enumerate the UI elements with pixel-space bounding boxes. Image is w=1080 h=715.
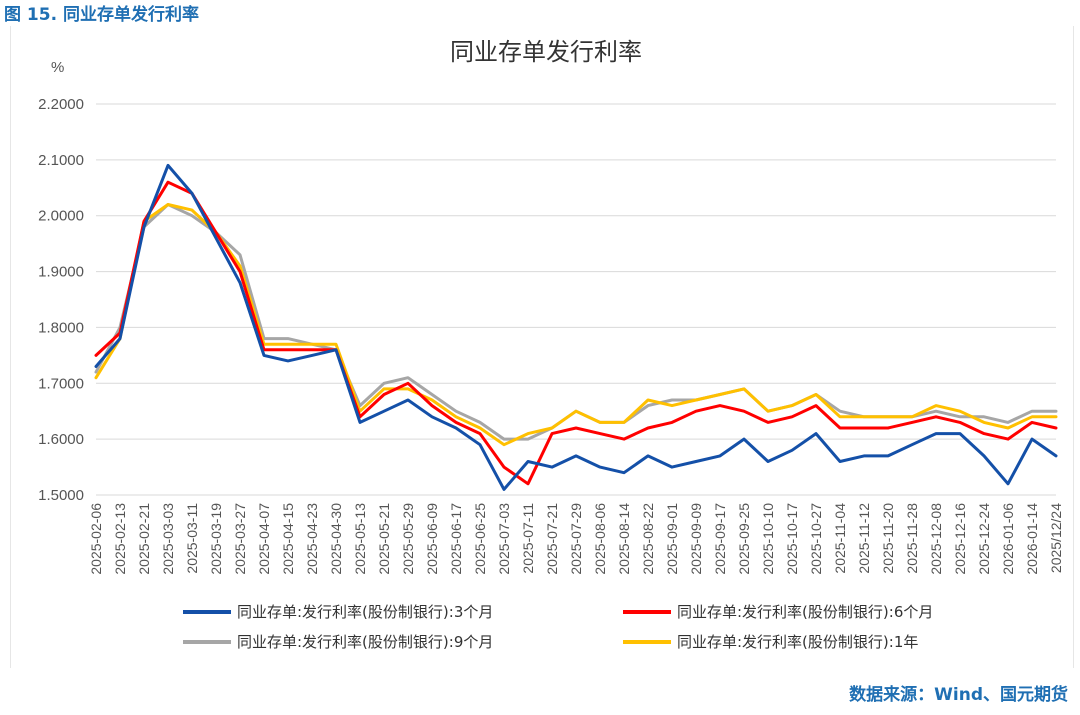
x-tick-label: 2025-02-06 [88,503,104,575]
legend-label: 同业存单:发行利率(股份制银行):6个月 [677,603,933,621]
y-tick-label: 1.5000 [38,487,84,504]
x-tick-label: 2025-04-30 [328,503,344,575]
x-tick-label: 2025-12-08 [928,503,944,575]
y-tick-label: 1.9000 [38,264,84,281]
x-tick-label: 2025-05-21 [376,503,392,575]
y-axis-ticks: 1.5000 1.6000 1.7000 1.8000 1.9000 2.0000 2.10… [38,96,84,504]
x-tick-label: 2025-05-29 [400,503,416,575]
x-tick-label: 2025-11-12 [856,503,872,574]
x-tick-label: 2025-08-06 [592,503,608,575]
legend: 同业存单:发行利率(股份制银行):3个月 同业存单:发行利率(股份制银行):6个月… [183,603,933,651]
x-tick-label: 2025-10-17 [784,503,800,575]
x-tick-label: 2025-12-16 [952,503,968,575]
legend-label: 同业存单:发行利率(股份制银行):3个月 [237,603,493,621]
x-tick-label: 2025-09-09 [688,503,704,575]
x-tick-label: 2025-11-20 [880,503,896,574]
x-tick-label: 2025-09-17 [712,503,728,575]
series-line-1 [94,163,1058,491]
legend-label: 同业存单:发行利率(股份制银行):1年 [677,633,918,651]
x-tick-label: 2025-03-11 [184,503,200,574]
x-tick-label: 2025-06-17 [448,503,464,575]
chart-title: 同业存单发行利率 [450,38,642,66]
x-tick-label: 2025-06-25 [472,503,488,575]
x-tick-label: 2025-08-14 [616,503,632,575]
x-tick-label: 2025-03-27 [232,503,248,575]
x-tick-label: 2025-03-03 [160,503,176,575]
x-tick-label: 2025/12/24 [1048,503,1064,573]
x-tick-label: 2025-04-23 [304,503,320,575]
series-line-3 [94,203,1058,441]
x-tick-label: 2026-01-06 [1000,503,1016,575]
gridlines [96,103,1056,496]
y-tick-label: 2.2000 [38,96,84,113]
x-tick-label: 2025-07-03 [496,503,512,575]
x-tick-label: 2025-04-07 [256,503,272,575]
y-tick-label: 1.6000 [38,431,84,448]
x-tick-label: 2025-07-21 [544,503,560,575]
x-tick-label: 2026-01-14 [1024,503,1040,575]
legend-label: 同业存单:发行利率(股份制银行):9个月 [237,633,493,651]
y-tick-label: 2.1000 [38,152,84,169]
x-tick-label: 2025-02-21 [136,503,152,575]
x-tick-label: 2025-04-15 [280,503,296,575]
y-tick-label: 1.7000 [38,375,84,392]
series-line-4 [94,203,1058,447]
x-tick-label: 2025-09-01 [664,503,680,575]
x-tick-label: 2025-12-24 [976,503,992,575]
line-chart: 同业存单发行利率 % 1.5000 1.6000 1.7000 1.8000 1.900… [38,38,1064,651]
source-note: 数据来源：Wind、国元期货 [849,685,1068,705]
x-tick-label: 2025-09-25 [736,503,752,575]
x-tick-label: 2025-05-13 [352,503,368,575]
x-tick-label: 2025-10-10 [760,503,776,575]
x-tick-label: 2025-10-27 [808,503,824,575]
x-tick-label: 2025-02-13 [112,503,128,575]
x-axis-ticks: 2025-02-06 2025-02-13 2025-02-21 2025-03-03… [88,503,1064,575]
x-tick-label: 2025-03-19 [208,503,224,575]
x-tick-label: 2025-07-29 [568,503,584,575]
chart-frame: 同业存单发行利率 % 1.5000 1.6000 1.7000 1.8000 1.900… [10,26,1074,668]
x-tick-label: 2025-08-22 [640,503,656,575]
figure-label: 图 15. 同业存单发行利率 [4,5,199,25]
x-tick-label: 2025-07-11 [520,503,536,574]
series-lines [94,163,1058,491]
x-tick-label: 2025-11-28 [904,503,920,574]
y-axis-unit: % [51,59,64,76]
series-line-2 [94,180,1058,486]
x-tick-label: 2025-06-09 [424,503,440,575]
y-tick-label: 2.0000 [38,208,84,225]
x-tick-label: 2025-11-04 [832,503,848,574]
y-tick-label: 1.8000 [38,319,84,336]
